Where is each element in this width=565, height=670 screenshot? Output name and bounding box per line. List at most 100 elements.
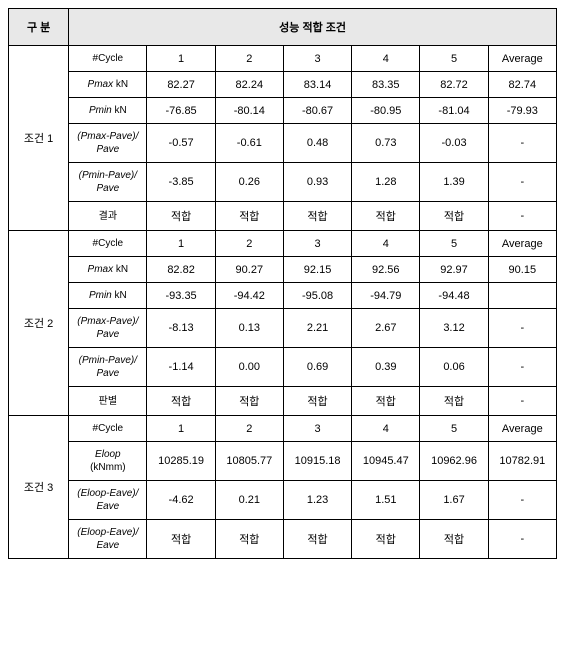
group-label: 조건 3	[9, 416, 69, 559]
row-label: Pmin kN	[69, 98, 147, 124]
cell-value: -80.67	[283, 98, 351, 124]
cell-value: 2	[215, 231, 283, 257]
cell-value: -81.04	[420, 98, 488, 124]
cell-value: 0.48	[283, 124, 351, 163]
cell-value: -	[488, 309, 556, 348]
cell-value: 5	[420, 416, 488, 442]
cell-value: 0.06	[420, 348, 488, 387]
cell-value: 적합	[215, 387, 283, 416]
cell-value: -95.08	[283, 283, 351, 309]
cell-value: 83.35	[352, 72, 420, 98]
table-row: (Pmin-Pave)/Pave-1.140.000.690.390.06-	[9, 348, 557, 387]
cell-value: -76.85	[147, 98, 215, 124]
cell-value: Average	[488, 231, 556, 257]
cell-value: -	[488, 481, 556, 520]
cell-value: 적합	[215, 202, 283, 231]
cell-value: -	[488, 387, 556, 416]
row-label: Pmax kN	[69, 257, 147, 283]
row-label: (Pmax-Pave)/Pave	[69, 309, 147, 348]
cell-value: 0.13	[215, 309, 283, 348]
cell-value: 82.24	[215, 72, 283, 98]
header-merged: 성능 적합 조건	[69, 9, 557, 46]
row-label: 판별	[69, 387, 147, 416]
table-body: 조건 1#Cycle12345AveragePmax kN82.2782.248…	[9, 46, 557, 559]
header-col1: 구 분	[9, 9, 69, 46]
cell-value: -80.14	[215, 98, 283, 124]
table-row: (Eloop-Eave)/Eave적합적합적합적합적합-	[9, 520, 557, 559]
cell-value: 82.82	[147, 257, 215, 283]
cell-value: -	[488, 348, 556, 387]
table-row: (Pmax-Pave)/Pave-8.130.132.212.673.12-	[9, 309, 557, 348]
cell-value: 4	[352, 416, 420, 442]
cell-value: 82.72	[420, 72, 488, 98]
cell-value: Average	[488, 46, 556, 72]
cell-value: 적합	[420, 520, 488, 559]
cell-value: 3	[283, 46, 351, 72]
cell-value: 83.14	[283, 72, 351, 98]
cell-value: 10285.19	[147, 442, 215, 481]
row-label: Pmin kN	[69, 283, 147, 309]
cell-value: 2.67	[352, 309, 420, 348]
table-row: 조건 3#Cycle12345Average	[9, 416, 557, 442]
row-label: Pmax kN	[69, 72, 147, 98]
cell-value: 4	[352, 231, 420, 257]
cell-value: 적합	[147, 387, 215, 416]
table-row: Eloop(kNmm)10285.1910805.7710915.1810945…	[9, 442, 557, 481]
cell-value: -94.42	[215, 283, 283, 309]
table-row: 조건 2#Cycle12345Average	[9, 231, 557, 257]
cell-value: 적합	[283, 202, 351, 231]
cell-value: 3	[283, 231, 351, 257]
cell-value: -4.62	[147, 481, 215, 520]
cell-value: -	[488, 124, 556, 163]
cell-value: Average	[488, 416, 556, 442]
cell-value: 92.56	[352, 257, 420, 283]
cell-value: -8.13	[147, 309, 215, 348]
cell-value: 0.21	[215, 481, 283, 520]
table-row: 조건 1#Cycle12345Average	[9, 46, 557, 72]
table-row: Pmin kN-76.85-80.14-80.67-80.95-81.04-79…	[9, 98, 557, 124]
cell-value: 적합	[420, 202, 488, 231]
row-label: #Cycle	[69, 46, 147, 72]
cell-value: 적합	[352, 520, 420, 559]
cell-value: 4	[352, 46, 420, 72]
table-header: 구 분 성능 적합 조건	[9, 9, 557, 46]
cell-value: 적합	[352, 387, 420, 416]
row-label: (Pmin-Pave)/Pave	[69, 348, 147, 387]
cell-value: 3.12	[420, 309, 488, 348]
row-label: Eloop(kNmm)	[69, 442, 147, 481]
cell-value: 1	[147, 416, 215, 442]
row-label: (Eloop-Eave)/Eave	[69, 520, 147, 559]
cell-value: 적합	[352, 202, 420, 231]
group-label: 조건 2	[9, 231, 69, 416]
cell-value: 0.00	[215, 348, 283, 387]
cell-value: 3	[283, 416, 351, 442]
table-row: (Pmin-Pave)/Pave-3.850.260.931.281.39-	[9, 163, 557, 202]
cell-value: 2.21	[283, 309, 351, 348]
table-row: 판별적합적합적합적합적합-	[9, 387, 557, 416]
cell-value: 적합	[147, 520, 215, 559]
cell-value: -94.79	[352, 283, 420, 309]
cell-value: -79.93	[488, 98, 556, 124]
cell-value: 적합	[147, 202, 215, 231]
cell-value: -	[488, 520, 556, 559]
performance-table: 구 분 성능 적합 조건 조건 1#Cycle12345AveragePmax …	[8, 8, 557, 559]
cell-value: 90.15	[488, 257, 556, 283]
cell-value: 1	[147, 231, 215, 257]
table-row: (Pmax-Pave)/Pave-0.57-0.610.480.73-0.03-	[9, 124, 557, 163]
cell-value: 10805.77	[215, 442, 283, 481]
cell-value: -94.48	[420, 283, 488, 309]
cell-value: 2	[215, 416, 283, 442]
cell-value: 0.73	[352, 124, 420, 163]
cell-value: 5	[420, 231, 488, 257]
row-label: (Eloop-Eave)/Eave	[69, 481, 147, 520]
cell-value: 0.26	[215, 163, 283, 202]
cell-value: 적합	[283, 520, 351, 559]
cell-value: 92.97	[420, 257, 488, 283]
cell-value	[488, 283, 556, 309]
cell-value: -	[488, 163, 556, 202]
table-row: 결과적합적합적합적합적합-	[9, 202, 557, 231]
table-row: Pmin kN-93.35-94.42-95.08-94.79-94.48	[9, 283, 557, 309]
cell-value: 0.39	[352, 348, 420, 387]
cell-value: 10915.18	[283, 442, 351, 481]
cell-value: -80.95	[352, 98, 420, 124]
